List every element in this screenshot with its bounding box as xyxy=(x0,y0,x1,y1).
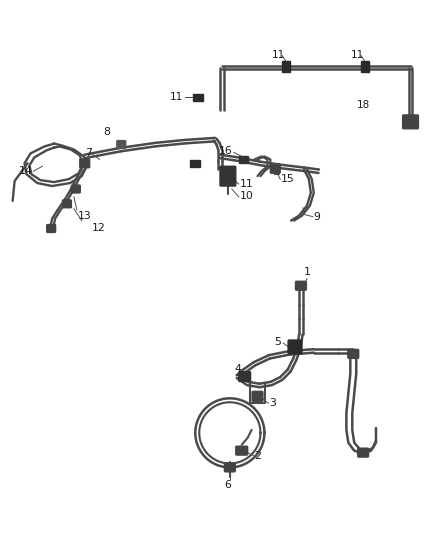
Bar xyxy=(193,94,203,101)
Text: 11: 11 xyxy=(271,50,285,60)
Text: 5: 5 xyxy=(274,337,281,347)
Bar xyxy=(239,156,248,163)
FancyBboxPatch shape xyxy=(236,446,247,455)
FancyBboxPatch shape xyxy=(220,166,236,186)
Text: 12: 12 xyxy=(92,223,106,232)
FancyBboxPatch shape xyxy=(80,159,90,168)
FancyBboxPatch shape xyxy=(47,224,56,232)
Text: 14: 14 xyxy=(19,166,32,176)
Text: 11: 11 xyxy=(170,92,184,102)
Text: 11: 11 xyxy=(240,179,254,189)
Text: 4: 4 xyxy=(234,364,241,374)
Bar xyxy=(191,160,200,167)
FancyBboxPatch shape xyxy=(71,185,80,193)
Text: 7: 7 xyxy=(85,149,92,158)
FancyBboxPatch shape xyxy=(63,200,71,208)
FancyBboxPatch shape xyxy=(358,448,369,457)
Text: 15: 15 xyxy=(281,174,295,184)
Text: 3: 3 xyxy=(269,398,276,408)
Text: 1: 1 xyxy=(304,267,310,277)
Bar xyxy=(361,61,369,72)
Text: 16: 16 xyxy=(219,147,233,157)
FancyBboxPatch shape xyxy=(224,463,235,472)
Text: 9: 9 xyxy=(314,212,321,222)
FancyBboxPatch shape xyxy=(252,391,263,401)
Text: 13: 13 xyxy=(78,211,92,221)
FancyBboxPatch shape xyxy=(348,350,359,358)
Text: 10: 10 xyxy=(240,191,254,201)
FancyBboxPatch shape xyxy=(288,340,302,354)
FancyBboxPatch shape xyxy=(403,115,418,129)
FancyBboxPatch shape xyxy=(117,141,126,149)
FancyBboxPatch shape xyxy=(296,281,306,290)
FancyBboxPatch shape xyxy=(270,165,280,173)
Text: 2: 2 xyxy=(254,450,261,461)
Text: 6: 6 xyxy=(224,480,231,490)
Text: 8: 8 xyxy=(103,127,110,136)
Text: 11: 11 xyxy=(350,50,364,60)
Text: 18: 18 xyxy=(357,100,370,110)
FancyBboxPatch shape xyxy=(239,372,251,382)
Bar xyxy=(282,61,290,72)
